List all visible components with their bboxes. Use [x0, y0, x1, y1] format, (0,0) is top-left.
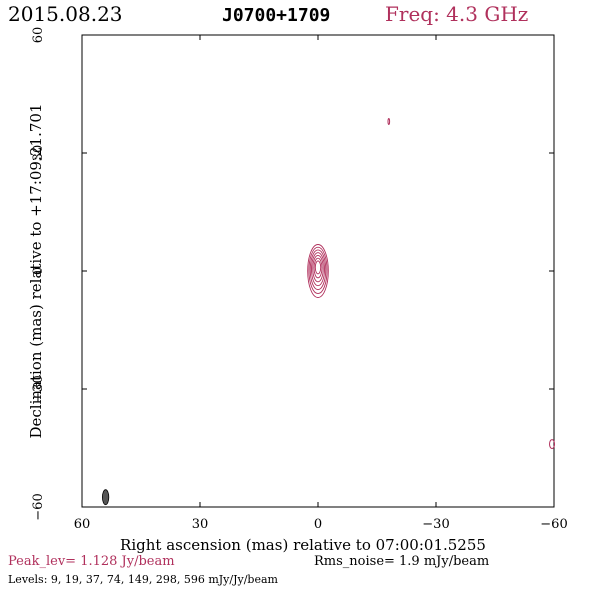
observation-date: 2015.08.23 [8, 2, 123, 26]
frequency-label: Freq: 4.3 GHz [385, 2, 529, 26]
component-contour [387, 118, 391, 126]
y-tick-label: 0 [31, 267, 46, 275]
y-tick-label: −30 [31, 375, 46, 402]
x-tick-label: −60 [540, 517, 567, 532]
peak-level: Peak_lev= 1.128 Jy/beam [8, 554, 175, 569]
rms-noise: Rms_noise= 1.9 mJy/beam [314, 554, 490, 569]
component-contour [549, 439, 556, 450]
y-tick-label: −60 [31, 493, 46, 520]
core-contour [308, 246, 328, 295]
core-contour [314, 260, 322, 275]
x-tick-label: −30 [422, 517, 449, 532]
y-tick-label: 60 [31, 27, 46, 44]
core-contour [307, 244, 329, 298]
x-tick-label: 30 [192, 517, 209, 532]
x-tick-label: 0 [314, 517, 322, 532]
contour-levels: Levels: 9, 19, 37, 74, 149, 298, 596 mJy… [8, 573, 278, 586]
y-tick-labels: −60 −30 0 30 60 [31, 27, 46, 521]
beam-ellipse [102, 489, 110, 506]
plot-frame [81, 34, 555, 508]
y-axis-title: Declination (mas) relative to +17:09:21.… [27, 103, 45, 438]
core-contour [311, 252, 325, 287]
source-name: J0700+1709 [222, 5, 331, 26]
axis-ticks [81, 34, 555, 508]
core-contour [309, 249, 327, 291]
contour-map [102, 118, 556, 506]
core-contour [312, 254, 324, 283]
y-tick-label: 30 [31, 145, 46, 162]
x-tick-label: 60 [74, 517, 91, 532]
x-tick-labels: 60 30 0 −30 −60 [74, 517, 568, 532]
x-axis-title: Right ascension (mas) relative to 07:00:… [120, 536, 486, 554]
core-contour [313, 257, 323, 279]
